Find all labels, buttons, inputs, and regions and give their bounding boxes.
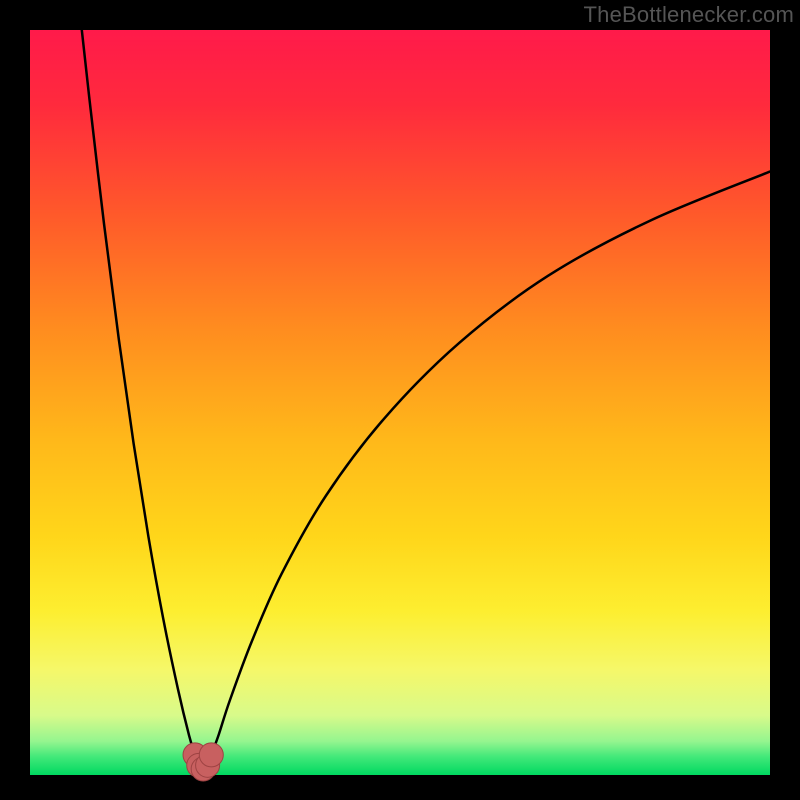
bottleneck-chart [0,0,800,800]
valley-marker [199,743,223,767]
chart-stage: TheBottlenecker.com [0,0,800,800]
watermark-text: TheBottlenecker.com [584,0,800,28]
